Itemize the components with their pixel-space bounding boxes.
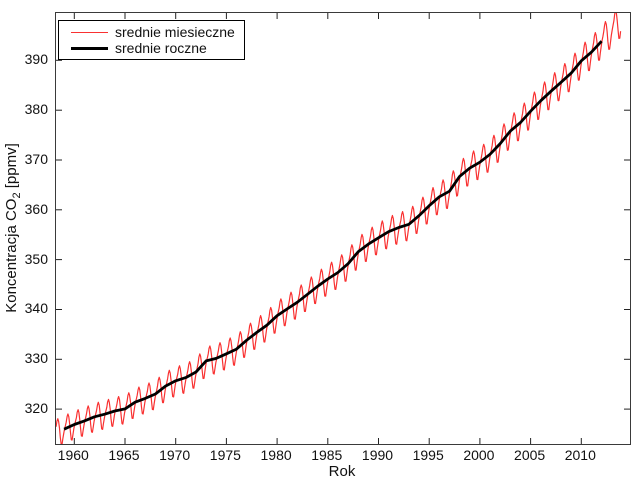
x-tick-label: 1980 [260, 447, 292, 463]
y-tick-label: 370 [24, 150, 48, 167]
x-tick-label: 1970 [159, 447, 191, 463]
y-tick-label: 350 [24, 250, 48, 267]
legend-label-annual: srednie roczne [115, 40, 207, 56]
x-tick-label: 2010 [564, 447, 596, 463]
y-tick-label: 390 [24, 51, 48, 68]
y-axis-label-suffix: [ppmv] [3, 143, 20, 193]
y-axis-label: Koncentracja CO2 [ppmv] [3, 143, 23, 313]
x-tick-label: 1995 [412, 447, 444, 463]
monthly-means-line [56, 13, 622, 444]
x-tick-label: 2000 [463, 447, 495, 463]
x-tick-label: 2005 [514, 447, 546, 463]
legend-entry-monthly: srednie miesieczne [71, 24, 235, 40]
y-tick-label: 340 [24, 300, 48, 317]
legend-entry-annual: srednie roczne [71, 40, 235, 56]
legend: srednie miesieczne srednie roczne [58, 20, 245, 60]
x-tick-label: 1975 [209, 447, 241, 463]
x-tick-label: 1960 [57, 447, 89, 463]
legend-line-sample-monthly [71, 31, 108, 33]
annual-means-line [63, 40, 603, 431]
x-tick-label: 1990 [361, 447, 394, 463]
legend-line-sample-annual [71, 46, 108, 50]
x-tick-label: 1985 [311, 447, 343, 463]
y-tick-label: 320 [24, 400, 48, 417]
chart-canvas [56, 13, 630, 444]
y-tick-label: 360 [24, 200, 48, 217]
y-axis-label-subscript: 2 [11, 192, 23, 199]
y-tick-label: 330 [24, 350, 48, 367]
plot-area [55, 12, 631, 445]
legend-label-monthly: srednie miesieczne [115, 24, 235, 40]
x-tick-label: 1965 [108, 447, 140, 463]
x-axis-label: Rok [328, 463, 356, 480]
y-tick-label: 380 [24, 101, 48, 118]
